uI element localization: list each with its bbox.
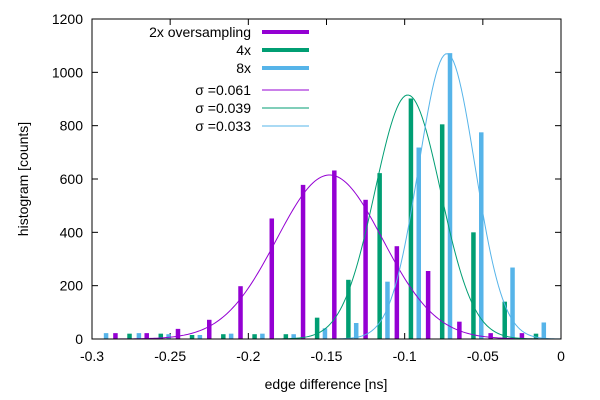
x-tick-label: -0.15 [311,348,343,364]
histogram-bar [416,147,421,339]
plot-frame [91,18,562,340]
histogram-bar [189,335,195,339]
histogram-bar [291,334,296,339]
histogram-bar [408,98,414,339]
y-tick-label: 800 [60,118,84,134]
histogram-bar [425,271,431,339]
histogram-bar [314,317,320,339]
x-tick-label: 0 [557,348,565,364]
x-tick-label: -0.05 [467,348,499,364]
histogram-bar [332,170,337,339]
legend-label: σ =0.033 [195,118,251,134]
y-tick-label: 400 [60,224,84,240]
x-tick-label: -0.2 [236,348,260,364]
histogram-bar [283,334,289,339]
legend-label: 2x oversampling [149,24,251,40]
x-tick-label: -0.1 [393,348,417,364]
legend-label: σ =0.061 [195,82,251,98]
y-tick-label: 0 [75,331,83,347]
histogram-bar [158,333,164,339]
histogram-bar [300,184,306,339]
histogram-bar [144,333,149,339]
histogram-bar [377,173,382,339]
x-tick-labels: -0.3 -0.25 -0.2 -0.15 -0.1 -0.05 0 [80,348,565,364]
histogram-bar [175,328,181,339]
histogram-bar [519,333,525,339]
histogram-bar [471,232,476,339]
y-axis-label: histogram [counts] [15,122,31,236]
histogram-bar [353,323,359,339]
y-tick-label: 1000 [52,64,83,80]
histogram-bar [447,53,453,339]
histogram-bar [385,281,390,339]
histogram-bar [166,334,171,339]
histogram-bar [221,334,226,339]
histogram-bar [207,319,212,339]
histogram-bar [439,124,445,339]
histogram-bar [394,246,400,339]
histogram-bar [502,301,507,339]
histogram-bar [346,279,351,339]
y-tick-label: 1200 [52,11,83,27]
histogram-bars [103,53,547,339]
y-tick-label: 200 [60,278,84,294]
histogram-bar [322,328,328,339]
histogram-bar [363,199,368,339]
legend: 2x oversampling 4x 8x σ =0.061 σ =0.039 σ =0.… [149,24,309,134]
histogram-bar [197,335,203,339]
x-tick-label: -0.25 [154,348,186,364]
histogram-bar [103,333,109,339]
legend-label: 8x [236,60,251,76]
histogram-bar [488,333,493,339]
histogram-bar [260,333,265,339]
histogram-bar [510,267,515,339]
histogram-bar [127,333,132,339]
histogram-bar [541,322,547,339]
x-axis-label: edge difference [ns] [265,376,388,392]
legend-label: σ =0.039 [195,100,251,116]
y-tick-labels: 0 200 400 600 800 1000 1200 [52,11,83,347]
histogram-bar [113,333,118,339]
histogram-bar [479,132,484,339]
x-tick-label: -0.3 [80,348,104,364]
histogram-bar [269,218,275,339]
histogram-bar [252,334,257,339]
histogram-bar [533,333,539,339]
histogram-bar [238,286,243,339]
gaussian-fit-line [92,174,561,340]
y-tick-label: 600 [60,171,84,187]
legend-label: 4x [236,42,251,58]
histogram-bar [136,333,142,339]
histogram-bar [228,333,234,339]
